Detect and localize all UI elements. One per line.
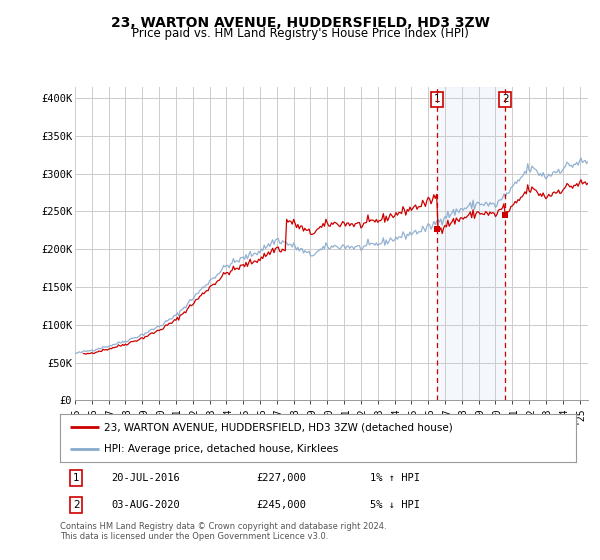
Text: Price paid vs. HM Land Registry's House Price Index (HPI): Price paid vs. HM Land Registry's House … bbox=[131, 27, 469, 40]
Text: 2: 2 bbox=[502, 94, 509, 104]
Text: 2: 2 bbox=[73, 500, 80, 510]
Text: 23, WARTON AVENUE, HUDDERSFIELD, HD3 3ZW (detached house): 23, WARTON AVENUE, HUDDERSFIELD, HD3 3ZW… bbox=[104, 422, 452, 432]
Bar bbox=[437, 87, 505, 400]
Text: Contains HM Land Registry data © Crown copyright and database right 2024.
This d: Contains HM Land Registry data © Crown c… bbox=[60, 522, 386, 542]
Text: 03-AUG-2020: 03-AUG-2020 bbox=[112, 500, 181, 510]
Text: 5% ↓ HPI: 5% ↓ HPI bbox=[370, 500, 419, 510]
Text: 1: 1 bbox=[73, 473, 80, 483]
Text: HPI: Average price, detached house, Kirklees: HPI: Average price, detached house, Kirk… bbox=[104, 444, 338, 454]
Text: £245,000: £245,000 bbox=[256, 500, 306, 510]
Text: 23, WARTON AVENUE, HUDDERSFIELD, HD3 3ZW: 23, WARTON AVENUE, HUDDERSFIELD, HD3 3ZW bbox=[110, 16, 490, 30]
Text: 20-JUL-2016: 20-JUL-2016 bbox=[112, 473, 181, 483]
Text: 1: 1 bbox=[434, 94, 440, 104]
Text: 1% ↑ HPI: 1% ↑ HPI bbox=[370, 473, 419, 483]
Text: £227,000: £227,000 bbox=[256, 473, 306, 483]
